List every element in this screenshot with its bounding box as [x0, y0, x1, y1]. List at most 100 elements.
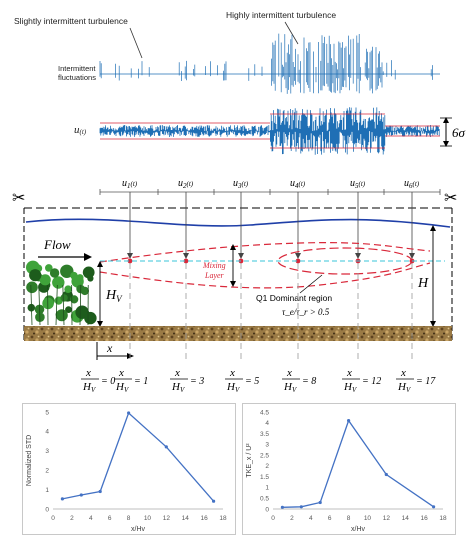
gravel-bed: [24, 326, 452, 341]
station-label-0: xHV= 0: [81, 367, 115, 394]
x-axis-arrow-head: [127, 353, 134, 359]
intermittent-fluctuations-label-line1: Intermittent: [58, 64, 96, 73]
tke-chart-x-tick-label: 4: [309, 515, 313, 522]
probe-subscript: 2: [183, 182, 187, 190]
station-label-1: xHV= 1: [114, 367, 148, 394]
station-denominator-subscript: V: [352, 386, 357, 394]
slightly-label-pointer: [129, 27, 143, 59]
std-chart-y-tick-label: 5: [45, 409, 49, 416]
station-denominator-symbol: H: [226, 381, 236, 393]
tke-chart-x-tick-label: 2: [290, 515, 294, 522]
probe-argument: (t): [187, 180, 194, 188]
tke-chart-y-tick-label: 1: [265, 485, 269, 492]
station-denominator-subscript: V: [235, 386, 240, 394]
probe-argument: (t): [359, 180, 366, 188]
station-numerator: x: [346, 367, 352, 379]
velocity-signal: [99, 107, 440, 155]
station-numerator: x: [400, 367, 406, 379]
tke-chart-data-point: [384, 472, 388, 477]
station-denominator-symbol: H: [343, 381, 353, 393]
u-signal-label: u(t): [74, 124, 87, 136]
q1-dominant-region-label: Q1 Dominant region: [256, 293, 332, 303]
tke-chart-x-tick-label: 10: [364, 515, 372, 522]
probe-symbol: u: [233, 178, 238, 189]
station-value: = 3: [190, 376, 204, 387]
probe-point-4: [295, 258, 301, 264]
highly-intermittent-label: Highly intermittent turbulence: [226, 10, 336, 20]
h-arrow-head-top: [430, 225, 436, 231]
probe-label-1: u1(t): [122, 178, 138, 190]
vegetation-leaf: [26, 281, 38, 294]
station-label-5: xHV= 12: [342, 367, 381, 394]
station-label-4: xHV= 8: [282, 367, 316, 394]
std-chart-x-tick-label: 4: [89, 515, 93, 522]
std-chart-series-line: [62, 411, 215, 502]
tke-chart-x-tick-label: 6: [328, 515, 332, 522]
tke-chart-x-tick-label: 14: [402, 515, 410, 522]
probe-array: u1(t) u2(t) u3(t) u4(t) u5(t) u6(t): [99, 178, 441, 264]
x-axis-label: x: [106, 341, 113, 355]
station-denominator-symbol: H: [115, 381, 125, 393]
station-denominator-subscript: V: [91, 386, 96, 394]
six-sigma-label: 6σ: [452, 125, 466, 140]
tke-chart-x-tick-label: 8: [347, 515, 351, 522]
tke-chart-x-axis-label: x/Hv: [351, 526, 366, 533]
vegetation-leaf: [60, 294, 68, 302]
station-denominator-subscript: V: [406, 386, 411, 394]
h-label: H: [417, 276, 429, 291]
q1-label-pointer: [299, 274, 323, 294]
tke-chart-x-tick-label: 18: [439, 515, 447, 522]
vegetation-leaf: [45, 264, 53, 272]
probe-label-4: u4(t): [290, 178, 306, 190]
vegetation-leaf: [52, 276, 65, 289]
tke-chart-y-tick-label: 0: [265, 506, 269, 513]
probe-subscript: 5: [355, 182, 359, 190]
tke-chart-data-point: [280, 505, 284, 509]
vegetation-leaf: [55, 309, 68, 322]
station-value: = 1: [134, 376, 148, 387]
hv-arrow-head-top: [97, 261, 103, 267]
mixing-layer-lower-boundary: [99, 262, 431, 289]
station-denominator: HV: [397, 381, 411, 394]
vegetation-leaf: [64, 285, 72, 293]
probe-argument: (t): [131, 180, 138, 188]
mixing-arrow-head-top: [230, 244, 236, 250]
std-chart-x-tick-label: 10: [144, 515, 152, 522]
station-value: = 5: [245, 376, 259, 387]
vegetation-stem: [38, 284, 41, 326]
station-denominator-symbol: H: [397, 381, 407, 393]
vegetation-stem: [55, 284, 58, 326]
station-denominator: HV: [82, 381, 96, 394]
vegetation-stem: [30, 284, 33, 326]
vegetation-stem: [62, 284, 65, 326]
probe-arrow-head: [127, 253, 133, 259]
scissors-left-icon: ✂: [12, 190, 25, 207]
station-denominator-subscript: V: [292, 386, 297, 394]
std-chart-y-tick-label: 2: [45, 468, 49, 475]
station-numerator: x: [85, 367, 91, 379]
probe-label-2: u2(t): [178, 178, 194, 190]
std-chart-data-point: [98, 489, 102, 494]
q1-ratio-label: τ_e/τ_r > 0.5: [282, 307, 330, 317]
std-chart-y-tick-label: 1: [45, 487, 49, 494]
mixing-layer-label-line1: Mixing: [202, 261, 226, 270]
std-chart-x-tick-label: 14: [182, 515, 190, 522]
probe-arrow-head: [409, 253, 415, 259]
u-signal-argument: (t): [80, 128, 87, 136]
highly-label-pointer: [284, 21, 299, 45]
flow-label: Flow: [43, 237, 71, 252]
normalized-std-chart-panel: 0 2 4 6 8 10 12 14 16 18 0 1 2 3 4 5 x/Hv Normalized STD: [22, 403, 236, 535]
std-chart-data-point: [127, 411, 131, 415]
mixing-arrow-head-bottom: [230, 281, 236, 287]
mixing-layer-label-line2: Layer: [204, 271, 225, 280]
station-denominator: HV: [343, 381, 357, 394]
probe-subscript: 3: [237, 182, 242, 190]
probe-arrow-head: [238, 253, 244, 259]
fluctuation-spikes: [99, 33, 433, 94]
station-label-6: xHV= 17: [396, 367, 436, 394]
probe-symbol: u: [122, 178, 127, 189]
vegetation-patch: [26, 260, 97, 326]
std-chart-data-point: [60, 497, 64, 501]
tke-chart-y-tick-label: 2: [265, 463, 269, 470]
